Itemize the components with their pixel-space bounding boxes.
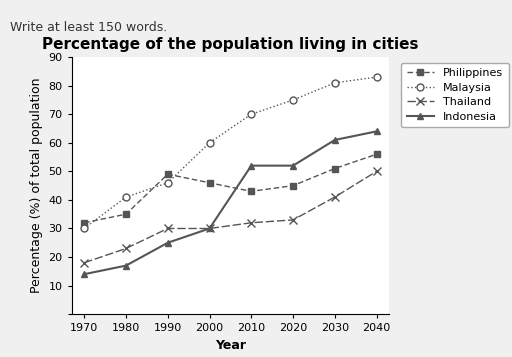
Legend: Philippines, Malaysia, Thailand, Indonesia: Philippines, Malaysia, Thailand, Indones… <box>401 63 509 127</box>
Title: Percentage of the population living in cities: Percentage of the population living in c… <box>42 37 419 52</box>
Y-axis label: Percentage (%) of total population: Percentage (%) of total population <box>30 78 43 293</box>
X-axis label: Year: Year <box>215 339 246 352</box>
Text: Write at least 150 words.: Write at least 150 words. <box>10 21 167 34</box>
